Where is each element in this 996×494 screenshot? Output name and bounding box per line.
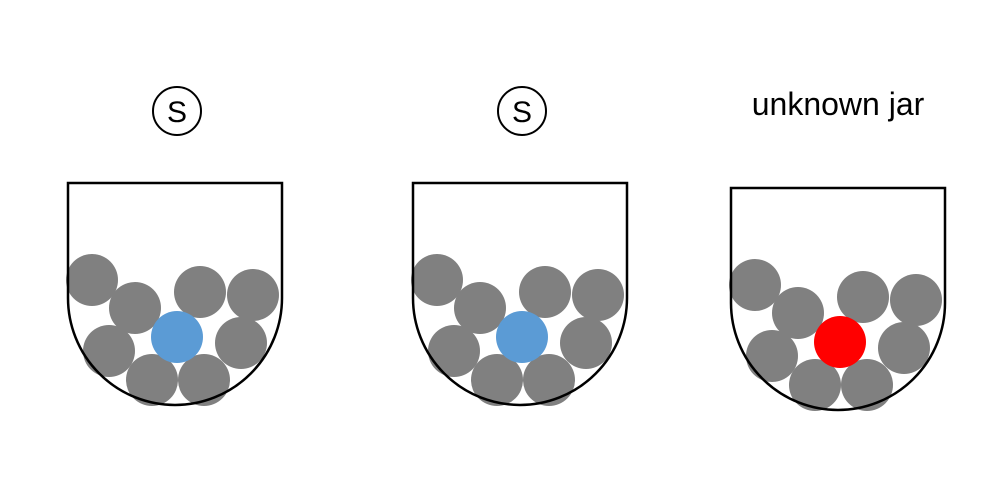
gray-ball [523, 354, 575, 406]
jar-2-symbol-letter: S [512, 96, 532, 129]
gray-ball [746, 330, 798, 382]
unknown-jar-title: unknown jar [752, 86, 925, 122]
gray-ball [411, 254, 463, 306]
gray-ball [215, 317, 267, 369]
jar-2: S [411, 86, 629, 407]
jar-2-outline [411, 181, 629, 407]
gray-ball [572, 269, 624, 321]
gray-ball [890, 274, 942, 326]
gray-ball [789, 359, 841, 411]
gray-ball [878, 322, 930, 374]
circled-s-icon [152, 86, 202, 136]
jar-2-symbol: S [497, 86, 547, 136]
gray-ball [519, 266, 571, 318]
gray-ball [841, 359, 893, 411]
blue-ball [496, 311, 548, 363]
gray-ball [729, 259, 781, 311]
gray-ball [471, 354, 523, 406]
jar-3-balls [729, 259, 942, 411]
red-ball [814, 316, 866, 368]
gray-ball [428, 325, 480, 377]
circled-s-icon [497, 86, 547, 136]
jar-1-balls [66, 254, 279, 406]
jar-1-symbol: S [152, 86, 202, 136]
gray-ball [109, 282, 161, 334]
gray-ball [772, 287, 824, 339]
jar-2-balls [411, 254, 624, 406]
jar-3: unknown jar [729, 86, 947, 412]
gray-ball [454, 282, 506, 334]
jar-3-outline [729, 186, 947, 412]
gray-ball [126, 354, 178, 406]
jar-1-outline [66, 181, 284, 407]
gray-ball [83, 325, 135, 377]
gray-ball [178, 354, 230, 406]
jar-1-symbol-letter: S [167, 96, 187, 129]
gray-ball [174, 266, 226, 318]
gray-ball [560, 317, 612, 369]
jar-1: S [66, 86, 284, 407]
gray-ball [227, 269, 279, 321]
gray-ball [837, 271, 889, 323]
gray-ball [66, 254, 118, 306]
blue-ball [151, 311, 203, 363]
